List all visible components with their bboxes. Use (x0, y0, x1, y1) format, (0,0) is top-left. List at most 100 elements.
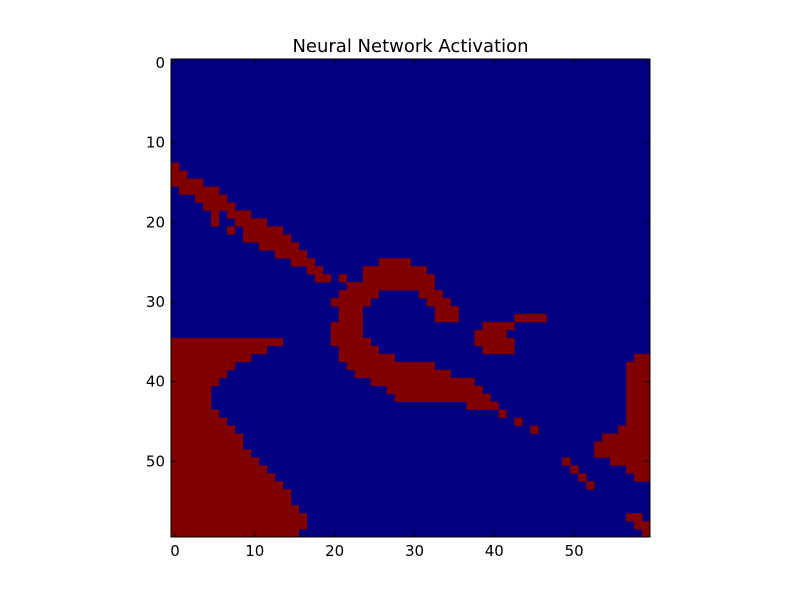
active-cell-run (482, 321, 515, 331)
active-cell-run (514, 313, 547, 323)
active-cell-run (330, 321, 363, 331)
active-cell-run (626, 417, 651, 426)
x-tick-label: 10 (245, 542, 264, 560)
active-cell-run (434, 313, 459, 323)
active-cell-run (378, 258, 411, 267)
active-cell-run (346, 361, 435, 371)
active-cell-run (171, 513, 308, 522)
active-cell-run (171, 393, 212, 402)
active-cell-run (171, 409, 220, 418)
active-cell-run (178, 186, 220, 195)
active-cell-run (626, 377, 651, 387)
active-cell-run (314, 274, 332, 283)
active-cell-run (274, 250, 308, 259)
chart-title: Neural Network Activation (292, 36, 528, 57)
active-cell-run (171, 417, 228, 426)
active-cell-run (626, 369, 651, 379)
active-cell-run (626, 409, 651, 418)
active-cell-run (394, 393, 491, 402)
active-cell-run (171, 425, 236, 434)
active-cell-run (530, 425, 539, 434)
active-cell-run (171, 345, 268, 355)
x-tick-label: 0 (170, 542, 180, 560)
active-cell-run (171, 170, 188, 179)
active-cell-run (418, 290, 443, 299)
active-cell-run (290, 258, 316, 267)
active-cell-run (370, 377, 475, 387)
active-cell-run (171, 433, 244, 442)
active-cell-run (210, 210, 220, 219)
x-tick-label: 20 (325, 542, 344, 560)
active-cell-run (171, 457, 260, 466)
active-cell-run (634, 521, 651, 530)
y-tick-label: 10 (146, 134, 165, 152)
heatmap-cells (171, 162, 651, 538)
y-tick-label: 20 (146, 213, 165, 231)
active-cell-run (338, 305, 363, 315)
x-tick-label: 40 (485, 542, 504, 560)
active-cell-run (171, 385, 212, 394)
active-cell-run (434, 305, 459, 315)
active-cell-run (570, 465, 579, 474)
active-cell-run (498, 409, 507, 418)
active-cell-run (171, 377, 220, 387)
active-cell-run (242, 226, 284, 235)
active-cell-run (330, 337, 371, 347)
active-cell-run (626, 361, 651, 371)
active-cell-run (474, 329, 507, 339)
active-cell-run (586, 481, 595, 490)
active-cell-run (171, 529, 300, 538)
active-cell-run (466, 401, 499, 410)
active-cell-run (171, 489, 292, 498)
active-cell-run (171, 401, 212, 410)
active-cell-run (242, 234, 292, 243)
active-cell-run (226, 210, 252, 219)
active-cell-run (234, 218, 268, 227)
active-cell-run (171, 337, 284, 347)
y-tick-label: 30 (146, 293, 165, 311)
active-cell-run (338, 353, 395, 363)
active-cell-run (171, 449, 252, 458)
x-tick-label: 50 (565, 542, 584, 560)
active-cell-run (171, 521, 308, 530)
active-cell-run (626, 465, 651, 474)
active-cell-run (610, 457, 651, 466)
active-cell-run (202, 202, 236, 211)
y-tick-label: 50 (146, 452, 165, 470)
active-cell-run (338, 313, 363, 323)
active-cell-run (618, 425, 651, 434)
active-cell-run (171, 178, 204, 187)
active-cell-run (306, 266, 324, 275)
active-cell-run (626, 393, 651, 402)
active-cell-run (171, 369, 228, 379)
active-cell-run (626, 513, 643, 522)
x-tick-label: 30 (405, 542, 424, 560)
active-cell-run (634, 353, 651, 363)
active-cell-run (362, 274, 435, 283)
active-cell-run (171, 361, 236, 371)
active-cell-run (171, 441, 244, 450)
active-cell-run (594, 449, 651, 458)
active-cell-run (362, 266, 427, 275)
active-cell-run (426, 298, 451, 307)
plot-frame (170, 58, 651, 538)
active-cell-run (171, 465, 268, 474)
active-cell-run (626, 401, 651, 410)
active-cell-run (171, 162, 180, 171)
active-cell-run (354, 369, 451, 379)
active-cell-run (226, 226, 236, 235)
active-cell-run (210, 218, 220, 227)
active-cell-run (171, 481, 284, 490)
active-cell-run (171, 353, 252, 363)
active-cell-run (578, 473, 587, 482)
active-cell-run (626, 385, 651, 394)
active-cell-run (482, 345, 515, 355)
active-cell-run (338, 345, 379, 355)
active-cell-run (338, 290, 379, 299)
active-cell-run (338, 274, 348, 283)
active-cell-run (330, 298, 371, 307)
active-cell-run (634, 473, 651, 482)
y-tick-label: 40 (146, 373, 165, 391)
active-cell-run (194, 194, 228, 203)
